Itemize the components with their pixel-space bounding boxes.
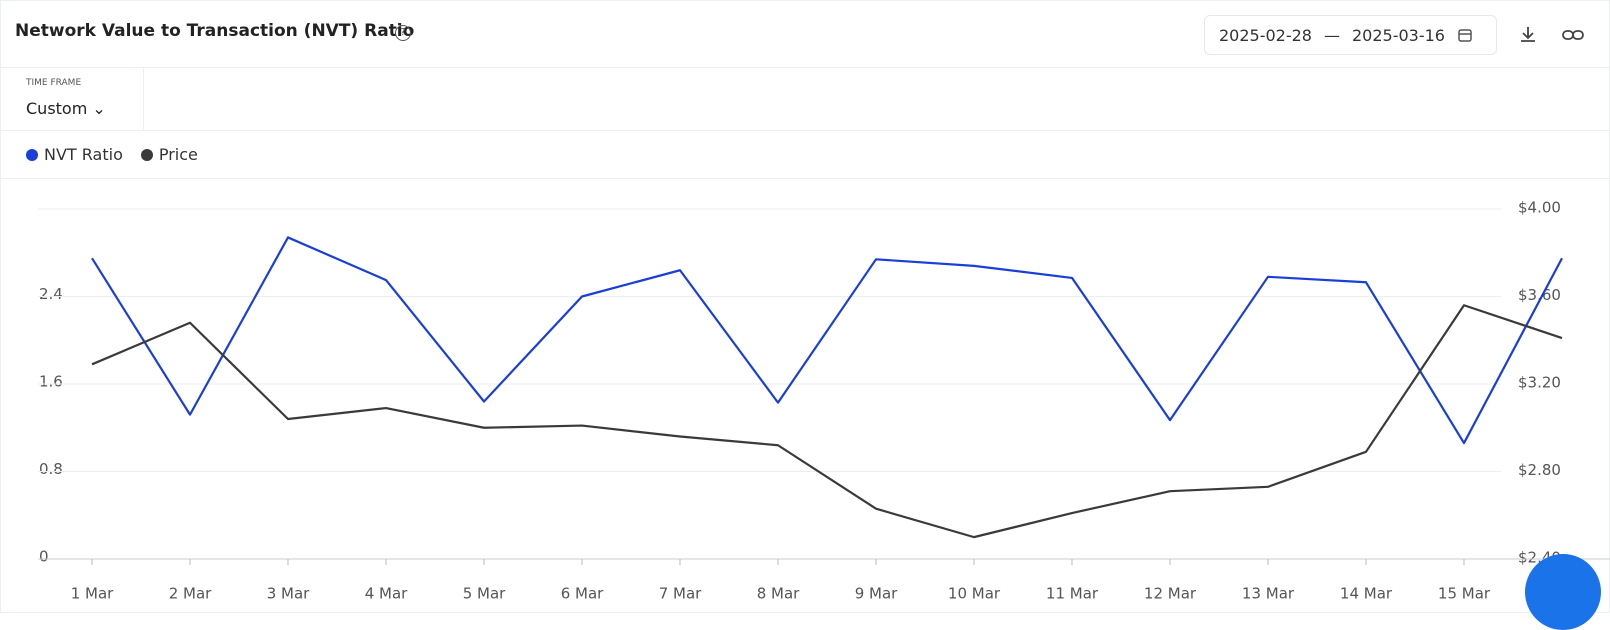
chart-title: Network Value to Transaction (NVT) Ratio <box>15 21 415 41</box>
x-tick-label: 11 Mar <box>1046 585 1099 603</box>
divider <box>1 178 1609 179</box>
date-to: 2025-03-16 <box>1351 25 1445 45</box>
series-line <box>91 236 1563 445</box>
x-tick-label: 13 Mar <box>1242 585 1295 603</box>
x-tick-label: 12 Mar <box>1144 585 1197 603</box>
time-frame-select[interactable]: Custom ⌄ <box>26 99 106 118</box>
date-range[interactable]: 2025-02-28 — 2025-03-16 <box>1204 15 1497 55</box>
series-line <box>91 304 1563 539</box>
y-tick-label: 2.4 <box>39 285 63 303</box>
divider <box>1 130 1609 131</box>
y-tick-label: 1.6 <box>39 373 63 391</box>
x-tick-label: 3 Mar <box>267 585 310 603</box>
legend-swatch <box>26 149 38 161</box>
date-from: 2025-02-28 <box>1219 25 1312 45</box>
legend: NVT Ratio Price <box>26 145 198 164</box>
date-separator: — <box>1323 25 1340 45</box>
x-tick-label: 10 Mar <box>948 585 1001 603</box>
divider <box>1 67 1609 68</box>
download-icon[interactable] <box>1518 25 1538 45</box>
legend-label: NVT Ratio <box>44 145 123 164</box>
x-tick-label: 8 Mar <box>757 585 800 603</box>
legend-item[interactable]: NVT Ratio <box>26 145 123 164</box>
x-tick-label: 1 Mar <box>71 585 114 603</box>
x-tick-label: 5 Mar <box>463 585 506 603</box>
x-tick-label: 7 Mar <box>659 585 702 603</box>
y2-tick-label: $4.00 <box>1518 199 1561 217</box>
time-frame-value: Custom <box>26 99 88 118</box>
chat-button[interactable] <box>1525 554 1601 630</box>
x-tick-label: 15 Mar <box>1438 585 1491 603</box>
calendar-icon <box>1458 29 1472 42</box>
help-icon[interactable]: ? <box>395 25 411 41</box>
chart: 00.81.62.4$2.40$2.80$3.20$3.60$4.001 Mar… <box>38 199 1610 603</box>
x-tick-label: 2 Mar <box>169 585 212 603</box>
legend-label: Price <box>158 145 198 164</box>
x-tick-label: 4 Mar <box>365 585 408 603</box>
x-tick-label: 9 Mar <box>855 585 898 603</box>
y-tick-label: 0 <box>39 548 49 566</box>
time-frame-label: TIME FRAME <box>26 78 82 88</box>
link-icon[interactable] <box>1561 25 1585 45</box>
y2-tick-label: $3.20 <box>1518 374 1561 392</box>
legend-swatch <box>140 149 153 161</box>
x-tick-label: 6 Mar <box>561 585 604 603</box>
legend-item[interactable]: Price <box>140 145 198 164</box>
y-tick-label: 0.8 <box>39 460 63 478</box>
y2-tick-label: $3.60 <box>1518 286 1561 304</box>
y2-tick-label: $2.80 <box>1518 461 1561 479</box>
x-tick-label: 14 Mar <box>1340 585 1393 603</box>
divider <box>143 68 144 130</box>
